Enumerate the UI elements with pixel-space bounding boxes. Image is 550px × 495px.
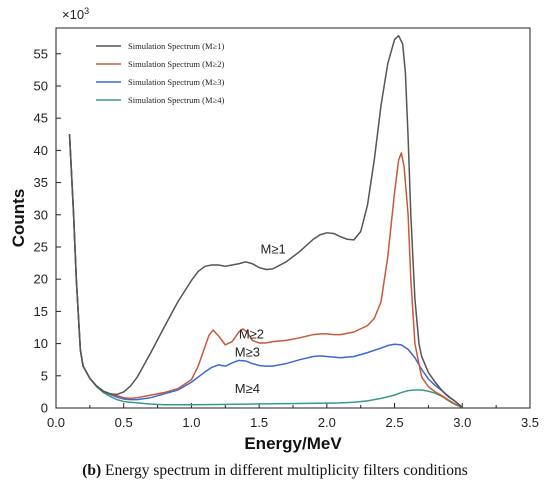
y-tick-label: 5 — [41, 368, 48, 383]
y-tick-label: 35 — [34, 175, 48, 190]
y-tick-label: 40 — [34, 143, 48, 158]
x-tick-label: 2.5 — [386, 415, 404, 430]
series-annotation: M≥1 — [260, 241, 285, 256]
figure-caption: (b) Energy spectrum in different multipl… — [0, 462, 550, 480]
series-annotation: M≥2 — [239, 326, 264, 341]
x-tick-label: 0.5 — [115, 415, 133, 430]
series-annotation: M≥3 — [235, 344, 260, 359]
y-tick-label: 0 — [41, 401, 48, 416]
x-tick-label: 3.0 — [453, 415, 471, 430]
y-tick-label: 55 — [34, 46, 48, 61]
legend-label: Simulation Spectrum (M≥1) — [128, 41, 224, 51]
x-tick-label: 3.5 — [521, 415, 539, 430]
y-axis-title: Counts — [9, 189, 28, 248]
series-line — [68, 134, 463, 408]
y-tick-label: 30 — [34, 207, 48, 222]
x-tick-label: 1.5 — [250, 415, 268, 430]
energy-spectrum-chart: 0.0 0.5 1.0 1.5 2.0 2.5 3.0 3.5 0 5 10 15 20 25 30 35 40… — [9, 6, 539, 453]
x-tick-label: 2.0 — [318, 415, 336, 430]
y-axis-multiplier-exponent: 3 — [84, 6, 89, 16]
y-tick-label: 20 — [34, 272, 48, 287]
legend-label: Simulation Spectrum (M≥3) — [128, 77, 224, 87]
y-tick-label: 50 — [34, 78, 48, 93]
x-tick-label: 1.0 — [182, 415, 200, 430]
caption-label: (b) — [82, 462, 102, 479]
series-annotation: M≥4 — [235, 381, 260, 396]
legend-label: Simulation Spectrum (M≥4) — [128, 95, 224, 105]
caption-text: Energy spectrum in different multiplicit… — [101, 462, 468, 479]
y-axis-multiplier: ×103 — [62, 6, 89, 22]
x-axis-title: Energy/MeV — [244, 434, 342, 453]
y-tick-label: 15 — [34, 304, 48, 319]
y-tick-label: 25 — [34, 239, 48, 254]
series-line — [68, 134, 463, 409]
y-tick-label: 45 — [34, 111, 48, 126]
y-tick-label: 10 — [34, 336, 48, 351]
series-line — [68, 34, 463, 408]
x-tick-label: 0.0 — [47, 415, 65, 430]
legend-label: Simulation Spectrum (M≥2) — [128, 59, 224, 69]
